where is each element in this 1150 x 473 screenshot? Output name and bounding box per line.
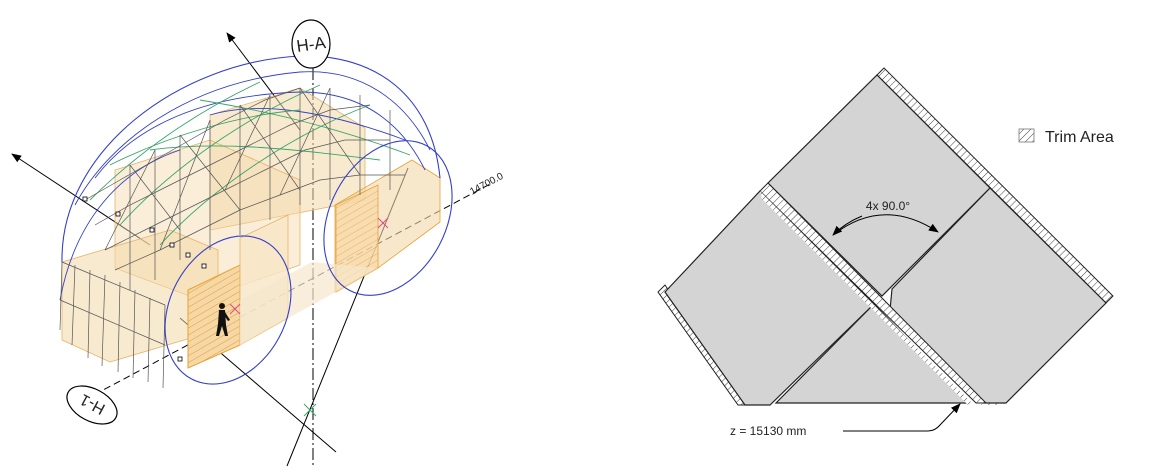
panel-left xyxy=(664,190,875,406)
end-arch-near xyxy=(164,235,292,385)
legend-swatch xyxy=(1018,128,1035,143)
shell-outline-top xyxy=(61,55,441,263)
shell-ribs-green xyxy=(89,81,411,246)
ground-node xyxy=(303,403,317,417)
volume-plinth xyxy=(240,262,378,345)
ridge-nodes xyxy=(82,196,207,362)
angle-label: 4x 90.0° xyxy=(866,199,910,213)
shell-frame xyxy=(59,87,405,389)
panel-layout-view: 4x 90.0° z = 15130 mm Trim Area xyxy=(657,67,1114,438)
legend-label: Trim Area xyxy=(1045,129,1114,146)
dimension-label: 14700.0 xyxy=(468,171,505,198)
end-arch-far xyxy=(323,140,453,296)
axis-label-top: H-A xyxy=(295,33,327,56)
axis-bubble-bottom: H-1 xyxy=(66,385,118,425)
isometric-view: H-A H-1 14700.0 xyxy=(11,19,506,467)
z-label: z = 15130 mm xyxy=(730,424,806,438)
axis-bubble-top: H-A xyxy=(291,19,331,69)
panel-top xyxy=(767,74,991,297)
shell-ribs-blue xyxy=(59,71,431,301)
angle-arc-start xyxy=(832,215,863,236)
z-leader xyxy=(843,403,961,432)
trim-strip-center xyxy=(759,182,988,404)
shell-grid xyxy=(59,55,453,417)
angle-arc xyxy=(832,214,939,236)
legend: Trim Area xyxy=(1018,128,1114,146)
axis-arrow-left xyxy=(11,153,151,246)
human-figure xyxy=(216,303,230,336)
pivot-marks xyxy=(229,217,389,315)
trim-strip-center-2 xyxy=(760,191,974,405)
